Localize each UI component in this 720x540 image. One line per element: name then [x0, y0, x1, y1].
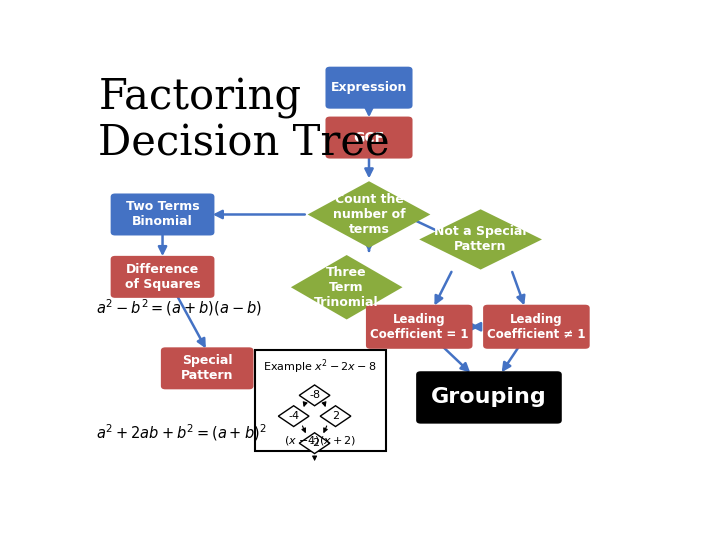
FancyBboxPatch shape — [111, 256, 215, 298]
Text: -2: -2 — [309, 438, 320, 448]
Text: Factoring
Decision Tree: Factoring Decision Tree — [99, 77, 390, 165]
FancyBboxPatch shape — [366, 305, 472, 349]
FancyBboxPatch shape — [161, 347, 253, 389]
Text: Grouping: Grouping — [431, 387, 547, 408]
FancyBboxPatch shape — [483, 305, 590, 349]
Text: Count the
number of
terms: Count the number of terms — [333, 193, 405, 236]
Text: $a^2 - b^2 = (a+b)(a-b)$: $a^2 - b^2 = (a+b)(a-b)$ — [96, 298, 261, 319]
Text: Not a Special
Pattern: Not a Special Pattern — [434, 225, 527, 253]
Text: Example $x^2 - 2x - 8$: Example $x^2 - 2x - 8$ — [264, 357, 377, 376]
Text: Two Terms
Binomial: Two Terms Binomial — [126, 200, 199, 228]
Text: -4: -4 — [288, 411, 300, 421]
FancyBboxPatch shape — [325, 117, 413, 159]
Polygon shape — [291, 255, 402, 320]
FancyBboxPatch shape — [255, 349, 386, 451]
Polygon shape — [320, 406, 351, 427]
Polygon shape — [419, 210, 542, 269]
Polygon shape — [279, 406, 309, 427]
FancyBboxPatch shape — [325, 66, 413, 109]
Text: -8: -8 — [309, 390, 320, 400]
Text: Difference
of Squares: Difference of Squares — [125, 263, 200, 291]
Text: 2: 2 — [332, 411, 339, 421]
Text: Leading
Coefficient ≠ 1: Leading Coefficient ≠ 1 — [487, 313, 585, 341]
Text: $a^2 + 2ab + b^2 = (a+b)^2$: $a^2 + 2ab + b^2 = (a+b)^2$ — [96, 422, 266, 443]
Text: Three
Term
Trinomial: Three Term Trinomial — [315, 266, 379, 309]
Polygon shape — [300, 385, 330, 406]
Text: GCF: GCF — [354, 131, 384, 145]
FancyBboxPatch shape — [416, 371, 562, 424]
Polygon shape — [307, 181, 431, 248]
Text: Leading
Coefficient = 1: Leading Coefficient = 1 — [370, 313, 469, 341]
Polygon shape — [300, 433, 330, 454]
Text: Special
Pattern: Special Pattern — [181, 354, 233, 382]
Text: Expression: Expression — [330, 81, 408, 94]
Text: $(x$ $-4)(x+2)$: $(x$ $-4)(x+2)$ — [284, 434, 356, 447]
FancyBboxPatch shape — [111, 193, 215, 235]
